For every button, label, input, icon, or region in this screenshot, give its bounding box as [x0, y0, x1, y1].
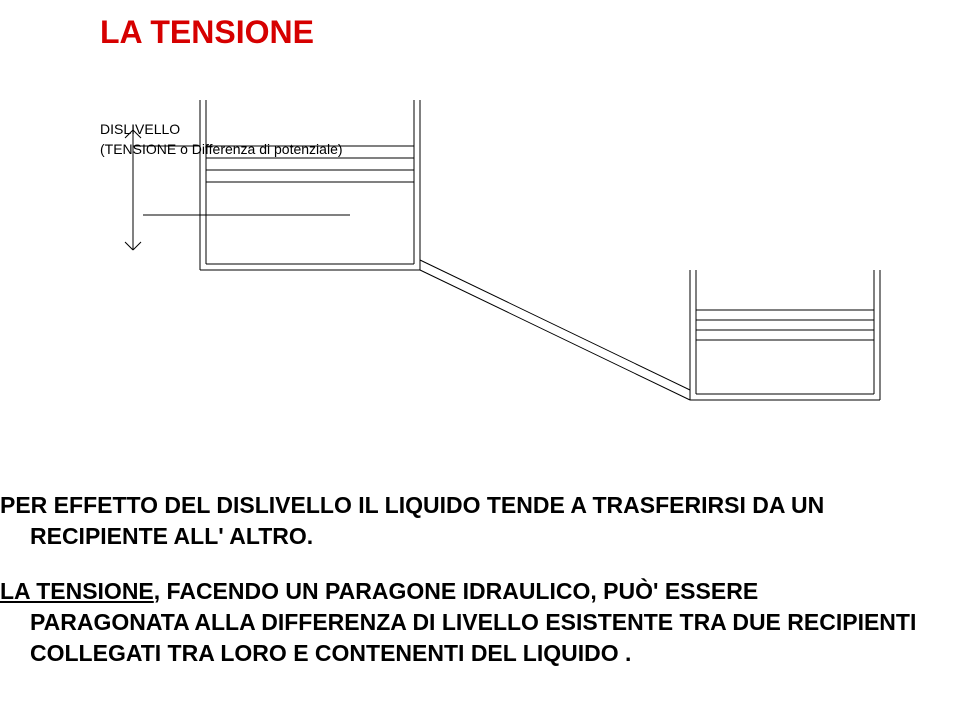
para2-lead: LA TENSIONE [0, 578, 154, 604]
para2-line3: COLLEGATI TRA LORO E CONTENENTI DEL LIQU… [0, 638, 960, 669]
para2-line1: LA TENSIONE, FACENDO UN PARAGONE IDRAULI… [0, 576, 960, 607]
title-text: LA TENSIONE [100, 14, 314, 50]
caption-line1: DISLIVELLO [100, 120, 343, 140]
page-title: LA TENSIONE [100, 14, 314, 51]
diagram-caption: DISLIVELLO (TENSIONE o Differenza di pot… [100, 120, 343, 159]
para1-line1: PER EFFETTO DEL DISLIVELLO IL LIQUIDO TE… [0, 490, 960, 521]
para1-line2: RECIPIENTE ALL' ALTRO. [0, 521, 960, 552]
para2-cont1: , FACENDO UN PARAGONE IDRAULICO, PUÒ' ES… [154, 578, 758, 604]
paragraph-2: LA TENSIONE, FACENDO UN PARAGONE IDRAULI… [0, 576, 960, 669]
paragraph-1: PER EFFETTO DEL DISLIVELLO IL LIQUIDO TE… [0, 490, 960, 552]
para2-line2: PARAGONATA ALLA DIFFERENZA DI LIVELLO ES… [0, 607, 960, 638]
caption-line2: (TENSIONE o Differenza di potenziale) [100, 140, 343, 160]
